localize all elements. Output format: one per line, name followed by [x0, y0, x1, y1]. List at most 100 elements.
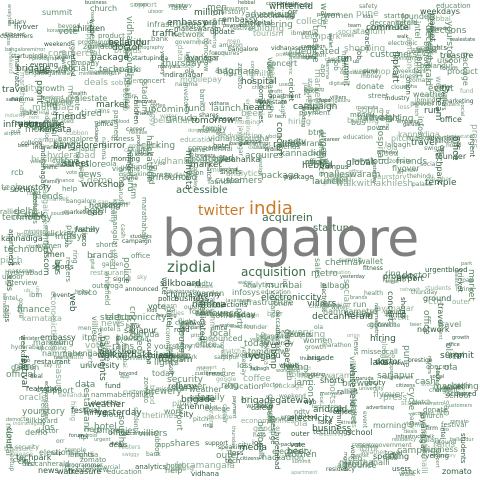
- background-word: university: [359, 386, 384, 392]
- background-word: rcb: [11, 168, 24, 177]
- background-word: pune: [123, 175, 139, 182]
- background-word: brands: [350, 295, 368, 301]
- background-word: church: [90, 4, 118, 13]
- background-word: android: [196, 301, 215, 307]
- background-word: customers: [123, 389, 155, 396]
- background-word: traffic: [152, 29, 179, 39]
- background-word: auto: [215, 66, 234, 75]
- background-word: indiranagar: [33, 144, 68, 151]
- background-word: thursday: [230, 426, 236, 449]
- background-word: orr: [53, 261, 62, 273]
- background-word: ground: [435, 439, 457, 446]
- background-word: government: [375, 442, 412, 449]
- background-word: oracle: [151, 352, 173, 360]
- background-word: global: [346, 158, 374, 168]
- background-word: money: [361, 73, 382, 80]
- background-word: launch: [211, 104, 242, 114]
- background-word: travel: [385, 450, 403, 457]
- background-word: consumers: [221, 6, 249, 12]
- background-word: signal: [44, 96, 68, 105]
- background-word: church: [252, 85, 269, 91]
- background-word: education: [326, 270, 351, 276]
- background-word: students: [425, 285, 452, 292]
- background-word: outer: [452, 298, 471, 306]
- background-word: deals: [109, 441, 128, 449]
- background-word: reuters: [119, 444, 141, 451]
- background-word: ring: [385, 269, 401, 278]
- background-word: intel: [4, 295, 18, 302]
- background-word: office: [446, 342, 460, 348]
- background-word: soudha: [322, 303, 341, 309]
- background-word: dedicated: [230, 324, 255, 330]
- background-word: manyata: [13, 56, 21, 88]
- background-word: today: [244, 339, 270, 349]
- background-word: ibmindia: [68, 451, 99, 459]
- background-word: hiring: [370, 334, 396, 344]
- background-word: hsr: [25, 460, 36, 468]
- background-word: urgent: [94, 437, 111, 443]
- background-word: missedcall: [156, 386, 188, 393]
- background-word: ios: [164, 304, 176, 313]
- background-word: ground: [342, 460, 374, 470]
- background-word: sky: [166, 358, 178, 366]
- background-word: ola: [106, 160, 117, 168]
- background-word: walk: [397, 34, 409, 40]
- background-word: tired: [107, 249, 117, 270]
- background-word: residency: [392, 437, 417, 443]
- background-word: rains: [95, 108, 110, 115]
- background-word: customers: [370, 50, 418, 60]
- background-word: electricity: [319, 432, 344, 438]
- background-word: men: [78, 325, 92, 332]
- background-word: hsr: [286, 16, 294, 22]
- background-word: road: [231, 324, 243, 330]
- background-word: koramangala: [176, 461, 235, 471]
- background-word: shorts: [96, 241, 118, 249]
- background-word: vote: [66, 170, 78, 176]
- background-word: embassy: [40, 333, 76, 342]
- background-word: nammabengaluru: [306, 98, 351, 104]
- background-word: city: [23, 84, 40, 94]
- background-word: technology: [4, 245, 54, 255]
- background-word: chennai: [180, 402, 212, 411]
- background-word: housing: [89, 201, 121, 210]
- background-word: temple: [65, 447, 87, 454]
- background-word: weather: [413, 90, 446, 99]
- background-word: realestate: [67, 94, 108, 103]
- background-word: marketing: [33, 338, 74, 347]
- background-word: government: [175, 39, 212, 46]
- background-word: jayanagar: [184, 54, 220, 62]
- background-word: garuda: [45, 163, 63, 169]
- background-word: brigade: [307, 354, 334, 362]
- background-word: shorts: [52, 263, 74, 271]
- background-word: speaking: [123, 73, 132, 110]
- background-word: hospital: [245, 19, 273, 27]
- background-word: namma: [192, 300, 227, 310]
- background-word: doctor: [36, 427, 59, 435]
- background-word: thursday: [220, 310, 256, 319]
- background-word: jayanagar: [374, 304, 415, 313]
- background-word: hsr: [458, 391, 466, 397]
- background-word: doctor: [262, 382, 282, 389]
- background-word: advertising: [363, 114, 414, 124]
- background-word: business: [312, 424, 352, 434]
- background-word: zomato: [442, 467, 472, 476]
- background-word: mumbai: [210, 166, 239, 174]
- background-word: orion: [274, 300, 292, 308]
- background-word: hotel: [84, 206, 107, 216]
- background-word: realestate: [412, 49, 438, 55]
- background-word: wallet: [359, 257, 383, 266]
- background-word: conference: [211, 311, 256, 320]
- background-word: women: [284, 450, 317, 460]
- background-word: cricket: [135, 111, 152, 117]
- background-word: realestate: [291, 55, 317, 61]
- background-word: shares: [199, 112, 219, 119]
- background-word: ring: [71, 250, 79, 264]
- background-word: hotel: [166, 462, 184, 470]
- background-word: ibm: [29, 291, 43, 299]
- background-word: itpl: [453, 351, 465, 359]
- background-word: walk: [57, 64, 76, 73]
- background-word: auto: [106, 350, 127, 360]
- background-word: beyond: [119, 371, 138, 377]
- background-word: bank: [126, 323, 141, 330]
- background-word: training: [15, 120, 39, 127]
